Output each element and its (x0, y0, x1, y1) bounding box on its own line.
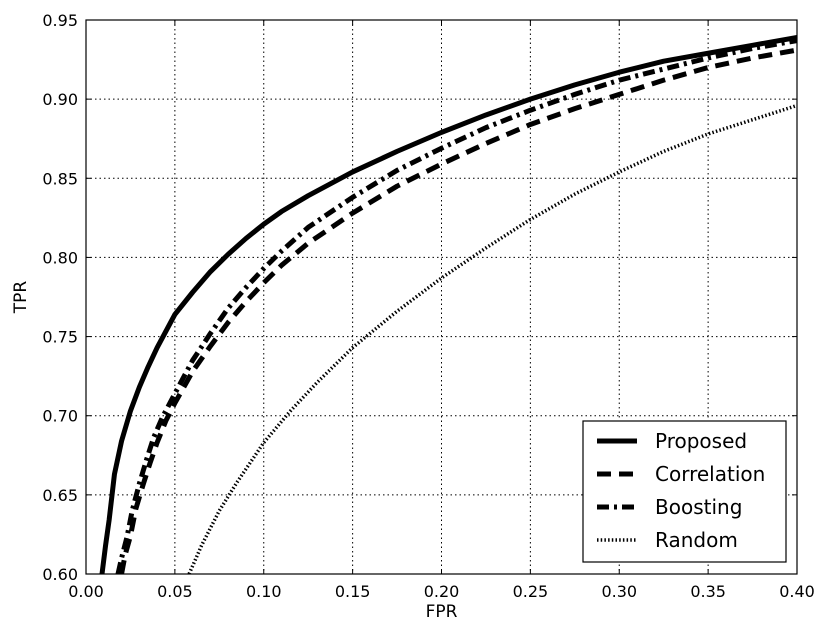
y-tick-label: 0.95 (42, 11, 78, 30)
x-tick-label: 0.10 (246, 582, 282, 601)
y-tick-label: 0.75 (42, 328, 78, 347)
y-axis-title: TPR (11, 281, 31, 315)
legend: Proposed Correlation Boosting Random (582, 420, 787, 563)
x-tick-label: 0.30 (601, 582, 637, 601)
y-tick-label: 0.90 (42, 90, 78, 109)
y-tick-label: 0.70 (42, 407, 78, 426)
series-line-proposed (99, 34, 797, 574)
legend-label-random: Random (655, 528, 738, 552)
x-tick-label: 0.35 (690, 582, 726, 601)
grid-layer (86, 20, 797, 574)
y-tick-label: 0.65 (42, 486, 78, 505)
y-tick-label: 0.60 (42, 565, 78, 584)
x-tick-label: 0.15 (335, 582, 371, 601)
x-tick-label: 0.20 (424, 582, 460, 601)
x-tick-label: 0.40 (779, 582, 815, 601)
legend-label-correlation: Correlation (655, 462, 765, 486)
x-tick-label: 0.00 (68, 582, 104, 601)
series-line-correlation (119, 47, 797, 574)
y-tick-label: 0.80 (42, 248, 78, 267)
x-tick-label: 0.05 (157, 582, 193, 601)
legend-label-proposed: Proposed (655, 429, 747, 453)
tick-layer: 0.00 0.05 0.10 0.15 0.20 0.25 0.30 0.35 0.40 0.60… (42, 11, 814, 601)
x-tick-label: 0.25 (513, 582, 549, 601)
series-layer (99, 34, 797, 574)
legend-label-boosting: Boosting (655, 495, 742, 519)
y-tick-label: 0.85 (42, 169, 78, 188)
series-line-random (187, 103, 797, 574)
series-line-boosting (115, 38, 797, 574)
x-axis-title: FPR (426, 602, 458, 622)
